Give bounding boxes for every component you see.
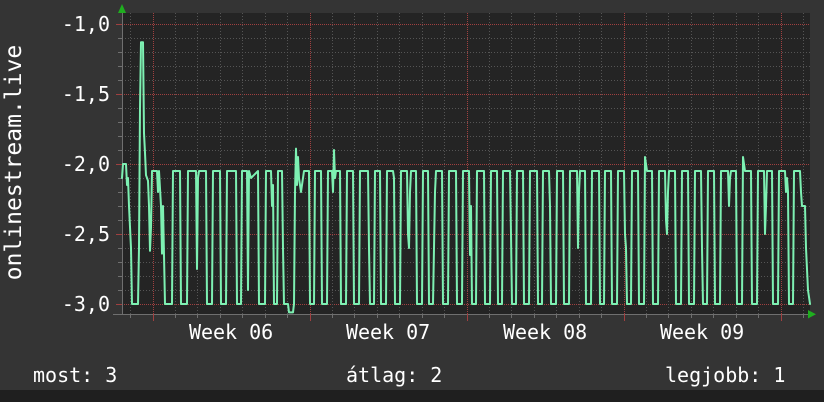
y-axis-tick-label: -1,0: [61, 12, 110, 36]
stat-most: most: 3: [33, 363, 118, 387]
bottom-strip: [0, 390, 824, 402]
y-axis-tick-label: -2,5: [61, 222, 110, 246]
y-axis-tick-label: -2,0: [61, 152, 110, 176]
vertical-axis-title: onlinestream.live: [1, 44, 27, 281]
x-axis-week-label: Week 07: [345, 320, 431, 344]
x-axis-week-label: Week 08: [502, 320, 588, 344]
stat-legjobb: legjobb: 1: [665, 363, 786, 387]
x-axis-week-label: Week 09: [659, 320, 745, 344]
y-axis-tick-label: -1,5: [61, 82, 110, 106]
x-axis-arrow-icon: [808, 310, 816, 319]
x-axis-week-label: Week 06: [188, 320, 274, 344]
data-series-line: [121, 41, 811, 314]
y-axis-tick-label: -3,0: [61, 292, 110, 316]
stat-atlag: átlag: 2: [346, 363, 443, 387]
y-axis-arrow-icon: [118, 4, 126, 13]
